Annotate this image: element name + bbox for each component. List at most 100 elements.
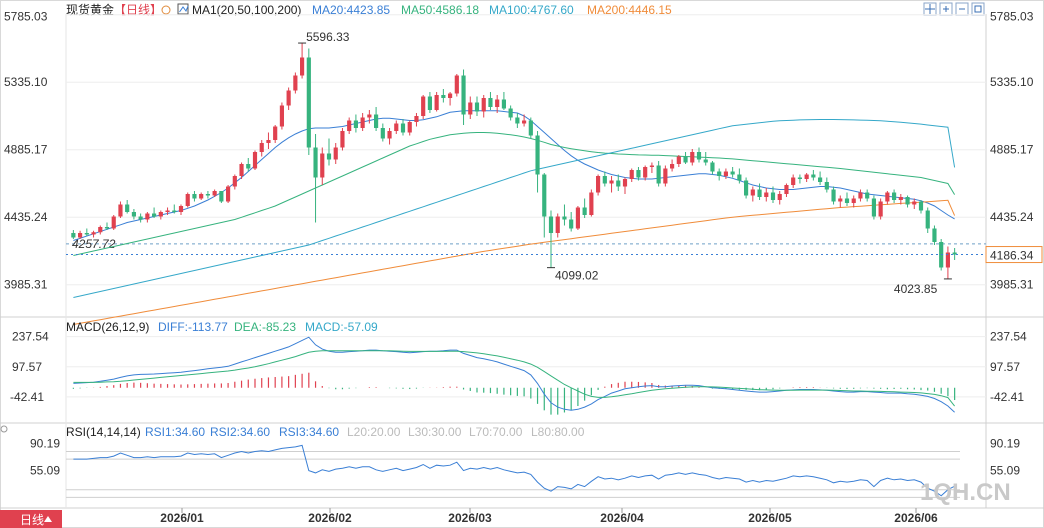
candle [609,176,614,193]
candle [905,195,910,208]
candle [172,204,177,214]
candle [838,195,843,208]
price-tick-right: 4435.24 [990,210,1034,224]
ma-line-ma200 [73,199,956,325]
ma-toggle-icon[interactable] [177,3,189,15]
settings-icon[interactable] [161,5,171,15]
period-tab[interactable] [0,510,62,528]
ma-line-ma50 [73,132,956,256]
candle [205,191,210,199]
crosshair-icon[interactable] [923,2,937,16]
candle [400,119,406,136]
candle [952,248,957,260]
rsi-label: RSI(14,14,14) [66,425,141,439]
candle [91,230,96,238]
price-tick-right: 5335.10 [990,75,1034,89]
fit-icon[interactable] [971,2,985,16]
ma-line-ma20 [73,110,955,241]
candle [131,209,136,220]
candle [434,92,439,112]
candle [266,132,271,149]
candle [676,155,681,167]
candle [474,96,480,116]
candle [844,192,850,206]
candle [818,171,823,185]
macd-macd-label: MACD:-57.09 [305,320,378,334]
candle [865,189,870,202]
candle [226,185,231,203]
candle [481,95,486,118]
candle [152,207,157,218]
candle [750,186,755,202]
candle [326,138,332,166]
toolbar [923,2,985,16]
rsi2-label: RSI2:34.60 [210,425,270,439]
candle [158,210,163,220]
candle [871,195,876,220]
candle [407,120,412,136]
candles [71,43,957,279]
price-tick-left: 4885.17 [4,143,48,157]
macd-diff-label: DIFF:-113.77 [158,320,228,334]
candle [246,158,251,172]
candle [495,95,500,113]
candle [670,159,675,172]
x-tick-label: 2026/04 [600,511,644,525]
ma-value-2: MA100:4767.60 [489,3,574,17]
candle [448,92,453,106]
candle [912,198,917,209]
candle [622,177,628,194]
candle [340,128,345,151]
last-price-value: 4186.34 [990,249,1034,263]
price-tick-left: 4435.24 [4,210,48,224]
macd-tick-right: -42.41 [990,390,1024,404]
candle [468,96,473,119]
macd-tick-right: 237.54 [990,330,1027,344]
candle [333,143,338,164]
candle [165,207,170,215]
x-tick-label: 2026/05 [748,511,792,525]
candle [374,107,379,131]
price-tick-left: 5785.03 [4,10,48,24]
period-label[interactable]: 【日线】 [114,3,162,17]
candle [219,191,224,203]
candle [367,110,372,124]
candle [259,140,264,157]
candle [770,186,776,203]
candle [293,72,298,94]
price-tick-right: 5785.03 [990,10,1034,24]
low-mid-label: 4099.02 [555,269,599,283]
candle [286,87,291,110]
zoom-out-icon[interactable] [955,2,969,16]
price-tick-right: 4885.17 [990,143,1034,157]
candle [656,161,661,187]
candle [831,186,836,205]
ma-value-0: MA20:4423.85 [312,3,390,17]
candle [300,43,305,79]
ma-line-ma100 [73,119,956,298]
macd-tick-left: 97.57 [12,360,42,374]
candle [306,48,311,155]
candle [629,168,634,182]
rsi-ref-label: L30:30.00 [408,425,462,439]
candle [394,120,399,134]
candle [427,92,432,113]
candle [145,212,150,223]
zoom-in-icon[interactable] [939,2,953,16]
candle [313,134,318,223]
rsi-tick-right: 55.09 [990,464,1020,478]
corner-settings-icon[interactable] [0,425,8,433]
candle [555,213,560,238]
candle [797,174,802,184]
candle [421,95,426,119]
candle [663,165,668,187]
candle [414,113,419,127]
candle [744,177,749,199]
candle [791,174,796,188]
candle [777,191,782,205]
macd-tick-right: 97.57 [990,360,1020,374]
instrument-name: 现货黄金 [66,2,114,17]
candle [764,188,769,202]
candle [454,74,459,97]
